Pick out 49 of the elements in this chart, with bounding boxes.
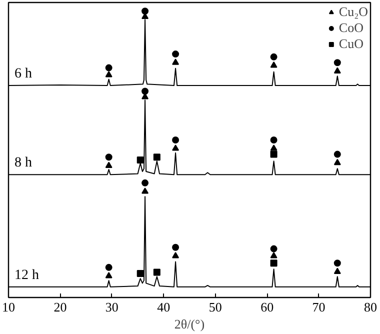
point bbox=[142, 88, 149, 95]
point bbox=[172, 50, 180, 58]
point bbox=[105, 264, 112, 271]
point bbox=[105, 154, 112, 161]
x-tick-label: 50 bbox=[208, 300, 222, 314]
point bbox=[172, 144, 180, 151]
point bbox=[153, 268, 160, 276]
point bbox=[270, 53, 278, 60]
point bbox=[136, 156, 144, 164]
point bbox=[105, 272, 112, 278]
x-tick-label: 60 bbox=[260, 300, 274, 314]
point bbox=[172, 244, 180, 251]
legend-label: CuO bbox=[338, 36, 364, 52]
x-axis-title: 2θ/(°) bbox=[174, 316, 205, 332]
point bbox=[334, 260, 341, 267]
point bbox=[334, 150, 341, 158]
x-tick-label: 20 bbox=[54, 300, 67, 314]
point bbox=[142, 8, 149, 15]
point bbox=[270, 260, 278, 267]
point bbox=[142, 188, 149, 194]
point bbox=[334, 67, 341, 74]
point bbox=[270, 245, 278, 252]
point bbox=[270, 144, 278, 151]
point bbox=[105, 70, 112, 78]
point bbox=[105, 162, 112, 168]
point bbox=[270, 150, 278, 158]
x-tick-label: 80 bbox=[364, 300, 377, 314]
point bbox=[172, 58, 180, 65]
point bbox=[136, 270, 144, 277]
point bbox=[105, 64, 112, 72]
point bbox=[270, 136, 278, 144]
x-tick-label: 10 bbox=[2, 300, 15, 314]
legend-label: Cu₂O bbox=[338, 4, 368, 20]
x-tick-label: 70 bbox=[312, 300, 326, 314]
point bbox=[270, 62, 278, 68]
point bbox=[142, 179, 149, 186]
point bbox=[334, 59, 341, 66]
x-tick-label: 40 bbox=[157, 300, 170, 314]
legend-label: CoO bbox=[338, 20, 364, 36]
point bbox=[172, 252, 180, 258]
point bbox=[334, 268, 341, 274]
point bbox=[270, 252, 278, 258]
point bbox=[153, 154, 160, 161]
point bbox=[334, 158, 341, 166]
annotation: 8 h bbox=[14, 156, 32, 171]
annotation: 6 h bbox=[14, 66, 32, 82]
annotation: 12 h bbox=[14, 268, 39, 283]
x-tick-label: 30 bbox=[105, 300, 118, 314]
point bbox=[172, 136, 180, 144]
